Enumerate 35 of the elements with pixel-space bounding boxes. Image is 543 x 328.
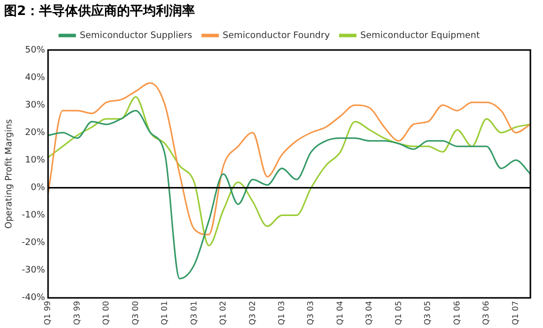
x-tick-label: Q1 00 — [102, 300, 111, 325]
x-tick-label: Q3 01 — [189, 300, 198, 325]
x-tick-label: Q1 04 — [335, 300, 344, 325]
x-tick-label: Q3 03 — [306, 300, 316, 325]
x-tick-label: Q1 07 — [510, 300, 520, 325]
y-tick-label: -30% — [22, 266, 46, 276]
legend-label: Semiconductor Suppliers — [80, 30, 192, 41]
x-tick-label: Q1 05 — [394, 300, 403, 325]
y-tick-label: 0% — [30, 183, 46, 194]
y-tick-label: 30% — [25, 100, 46, 110]
x-tick-label: Q1 06 — [452, 300, 462, 325]
chart-title: 图2：半导体供应商的平均利润率 — [3, 2, 196, 19]
x-tick-label: Q3 02 — [248, 300, 257, 325]
line-series — [47, 82, 532, 236]
legend-label: Semiconductor Equipment — [360, 30, 480, 41]
y-tick-label: -40% — [22, 293, 46, 304]
x-tick-label: Q3 00 — [130, 300, 140, 325]
x-tick-label: Q3 06 — [482, 300, 491, 325]
y-tick-label: 10% — [25, 156, 46, 166]
y-tick-label: 40% — [25, 72, 46, 83]
x-tick-label: Q3 05 — [423, 300, 432, 325]
x-tick-label: Q3 99 — [72, 300, 82, 325]
x-tick-label: Q1 01 — [160, 300, 170, 325]
y-tick-label: 20% — [25, 128, 46, 138]
x-tick-label: Q3 04 — [364, 300, 374, 325]
y-tick-label: 50% — [25, 45, 46, 56]
x-tick-label: Q1 02 — [218, 300, 228, 325]
y-tick-label: -10% — [22, 210, 46, 221]
line-series — [47, 110, 532, 280]
y-tick-label: -20% — [22, 238, 46, 248]
legend-label: Semiconductor Foundry — [222, 30, 330, 41]
x-tick-label: Q1 99 — [43, 300, 52, 325]
line-series — [47, 96, 532, 246]
x-tick-label: Q1 03 — [276, 300, 286, 325]
y-axis-title: Operating Profit Margins — [4, 118, 15, 229]
